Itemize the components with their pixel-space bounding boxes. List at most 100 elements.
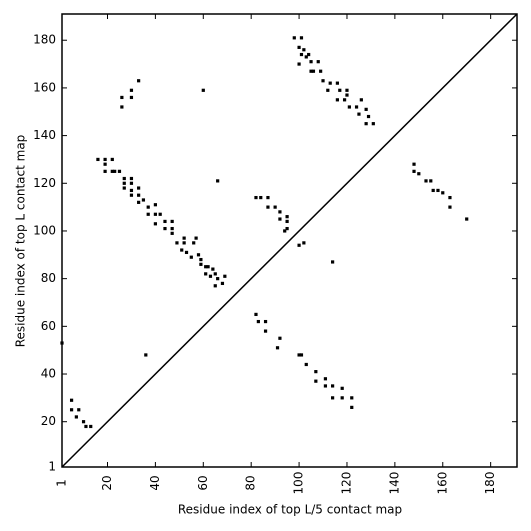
contact-point xyxy=(266,205,270,209)
contact-point xyxy=(110,169,114,173)
contact-point xyxy=(340,396,344,400)
contact-point xyxy=(137,200,141,204)
contact-point xyxy=(263,319,268,324)
contact-point xyxy=(309,69,313,73)
x-tick-label: 140 xyxy=(387,472,401,495)
contact-point xyxy=(146,212,150,216)
x-tick-label: 80 xyxy=(244,475,258,490)
contact-point xyxy=(122,186,126,190)
y-tick-label: 140 xyxy=(33,128,56,142)
contact-point xyxy=(103,169,107,173)
contact-point xyxy=(170,219,174,224)
contact-point xyxy=(314,370,318,374)
y-tick-label: 40 xyxy=(41,367,56,381)
contact-point xyxy=(278,217,282,221)
contact-point xyxy=(299,52,304,57)
contact-point xyxy=(194,236,198,240)
contact-point xyxy=(259,195,263,200)
contact-point xyxy=(273,205,277,209)
contact-point xyxy=(182,236,186,240)
contact-point xyxy=(204,272,208,276)
y-tick-label: 120 xyxy=(33,176,56,190)
x-axis-label: Residue index of top L/5 contact map xyxy=(178,503,402,517)
diagonal-line xyxy=(61,13,518,468)
contact-point xyxy=(354,105,359,109)
contact-point xyxy=(328,81,332,85)
contact-point xyxy=(304,55,308,59)
contact-point xyxy=(331,260,335,264)
contact-point xyxy=(465,217,469,221)
contact-point xyxy=(424,179,428,183)
contact-point xyxy=(345,93,349,97)
contact-point xyxy=(204,265,208,269)
contact-point xyxy=(347,105,351,109)
contact-point xyxy=(206,265,210,269)
contact-point xyxy=(283,229,287,233)
contact-point xyxy=(307,52,311,57)
contact-point xyxy=(69,398,74,402)
contact-point xyxy=(137,79,141,83)
y-tick-label: 60 xyxy=(41,319,56,333)
contact-point xyxy=(302,48,306,52)
contact-point xyxy=(321,79,325,83)
contact-point xyxy=(201,88,205,92)
contact-point xyxy=(412,169,416,173)
contact-point xyxy=(314,379,318,383)
contact-point xyxy=(103,157,107,162)
contact-point xyxy=(340,386,344,390)
contact-point xyxy=(153,212,157,216)
contact-point xyxy=(254,195,258,200)
contact-point xyxy=(304,362,308,367)
contact-point xyxy=(158,212,162,216)
contact-point xyxy=(350,396,354,400)
contact-point xyxy=(366,114,371,119)
contact-point xyxy=(266,195,270,200)
contact-point xyxy=(302,241,306,245)
contact-point xyxy=(285,219,289,224)
contact-point xyxy=(299,36,304,40)
x-tick-label: 100 xyxy=(292,472,306,495)
contact-point xyxy=(263,329,268,333)
contact-point xyxy=(184,250,189,255)
contact-point xyxy=(216,179,220,183)
contact-point xyxy=(331,396,335,400)
contact-point xyxy=(371,122,375,126)
contact-point xyxy=(122,181,126,185)
contact-point xyxy=(129,193,134,197)
x-tick-label: 60 xyxy=(196,475,210,490)
x-tick-label: 120 xyxy=(339,472,353,495)
contact-point xyxy=(448,205,452,209)
contact-point xyxy=(192,241,196,245)
contact-point xyxy=(220,281,225,286)
contact-point xyxy=(129,95,134,100)
contact-point xyxy=(122,176,126,181)
contact-point xyxy=(182,241,186,245)
contact-point xyxy=(199,257,203,262)
contact-point xyxy=(299,353,304,357)
contact-point xyxy=(275,346,280,350)
contact-point xyxy=(110,157,114,162)
contact-point xyxy=(297,353,301,357)
y-tick-label: 80 xyxy=(41,271,56,285)
y-tick-label: 160 xyxy=(33,80,56,94)
contact-point xyxy=(359,98,363,102)
contact-point xyxy=(77,408,81,412)
contact-point xyxy=(316,60,320,64)
contact-point xyxy=(129,176,134,181)
contact-point xyxy=(216,277,220,281)
contact-point xyxy=(345,88,349,92)
contact-point xyxy=(309,60,313,64)
contact-point xyxy=(84,424,88,429)
contact-point xyxy=(175,241,179,245)
contact-point xyxy=(163,219,167,224)
contact-point xyxy=(103,162,107,166)
x-tick-label: 20 xyxy=(100,475,114,490)
contact-point xyxy=(323,377,328,381)
x-tick-label: 180 xyxy=(483,472,497,495)
contact-point xyxy=(331,384,335,388)
contact-point xyxy=(213,284,217,288)
contact-point xyxy=(431,188,435,193)
contact-point xyxy=(311,69,316,73)
contact-point xyxy=(153,203,157,207)
